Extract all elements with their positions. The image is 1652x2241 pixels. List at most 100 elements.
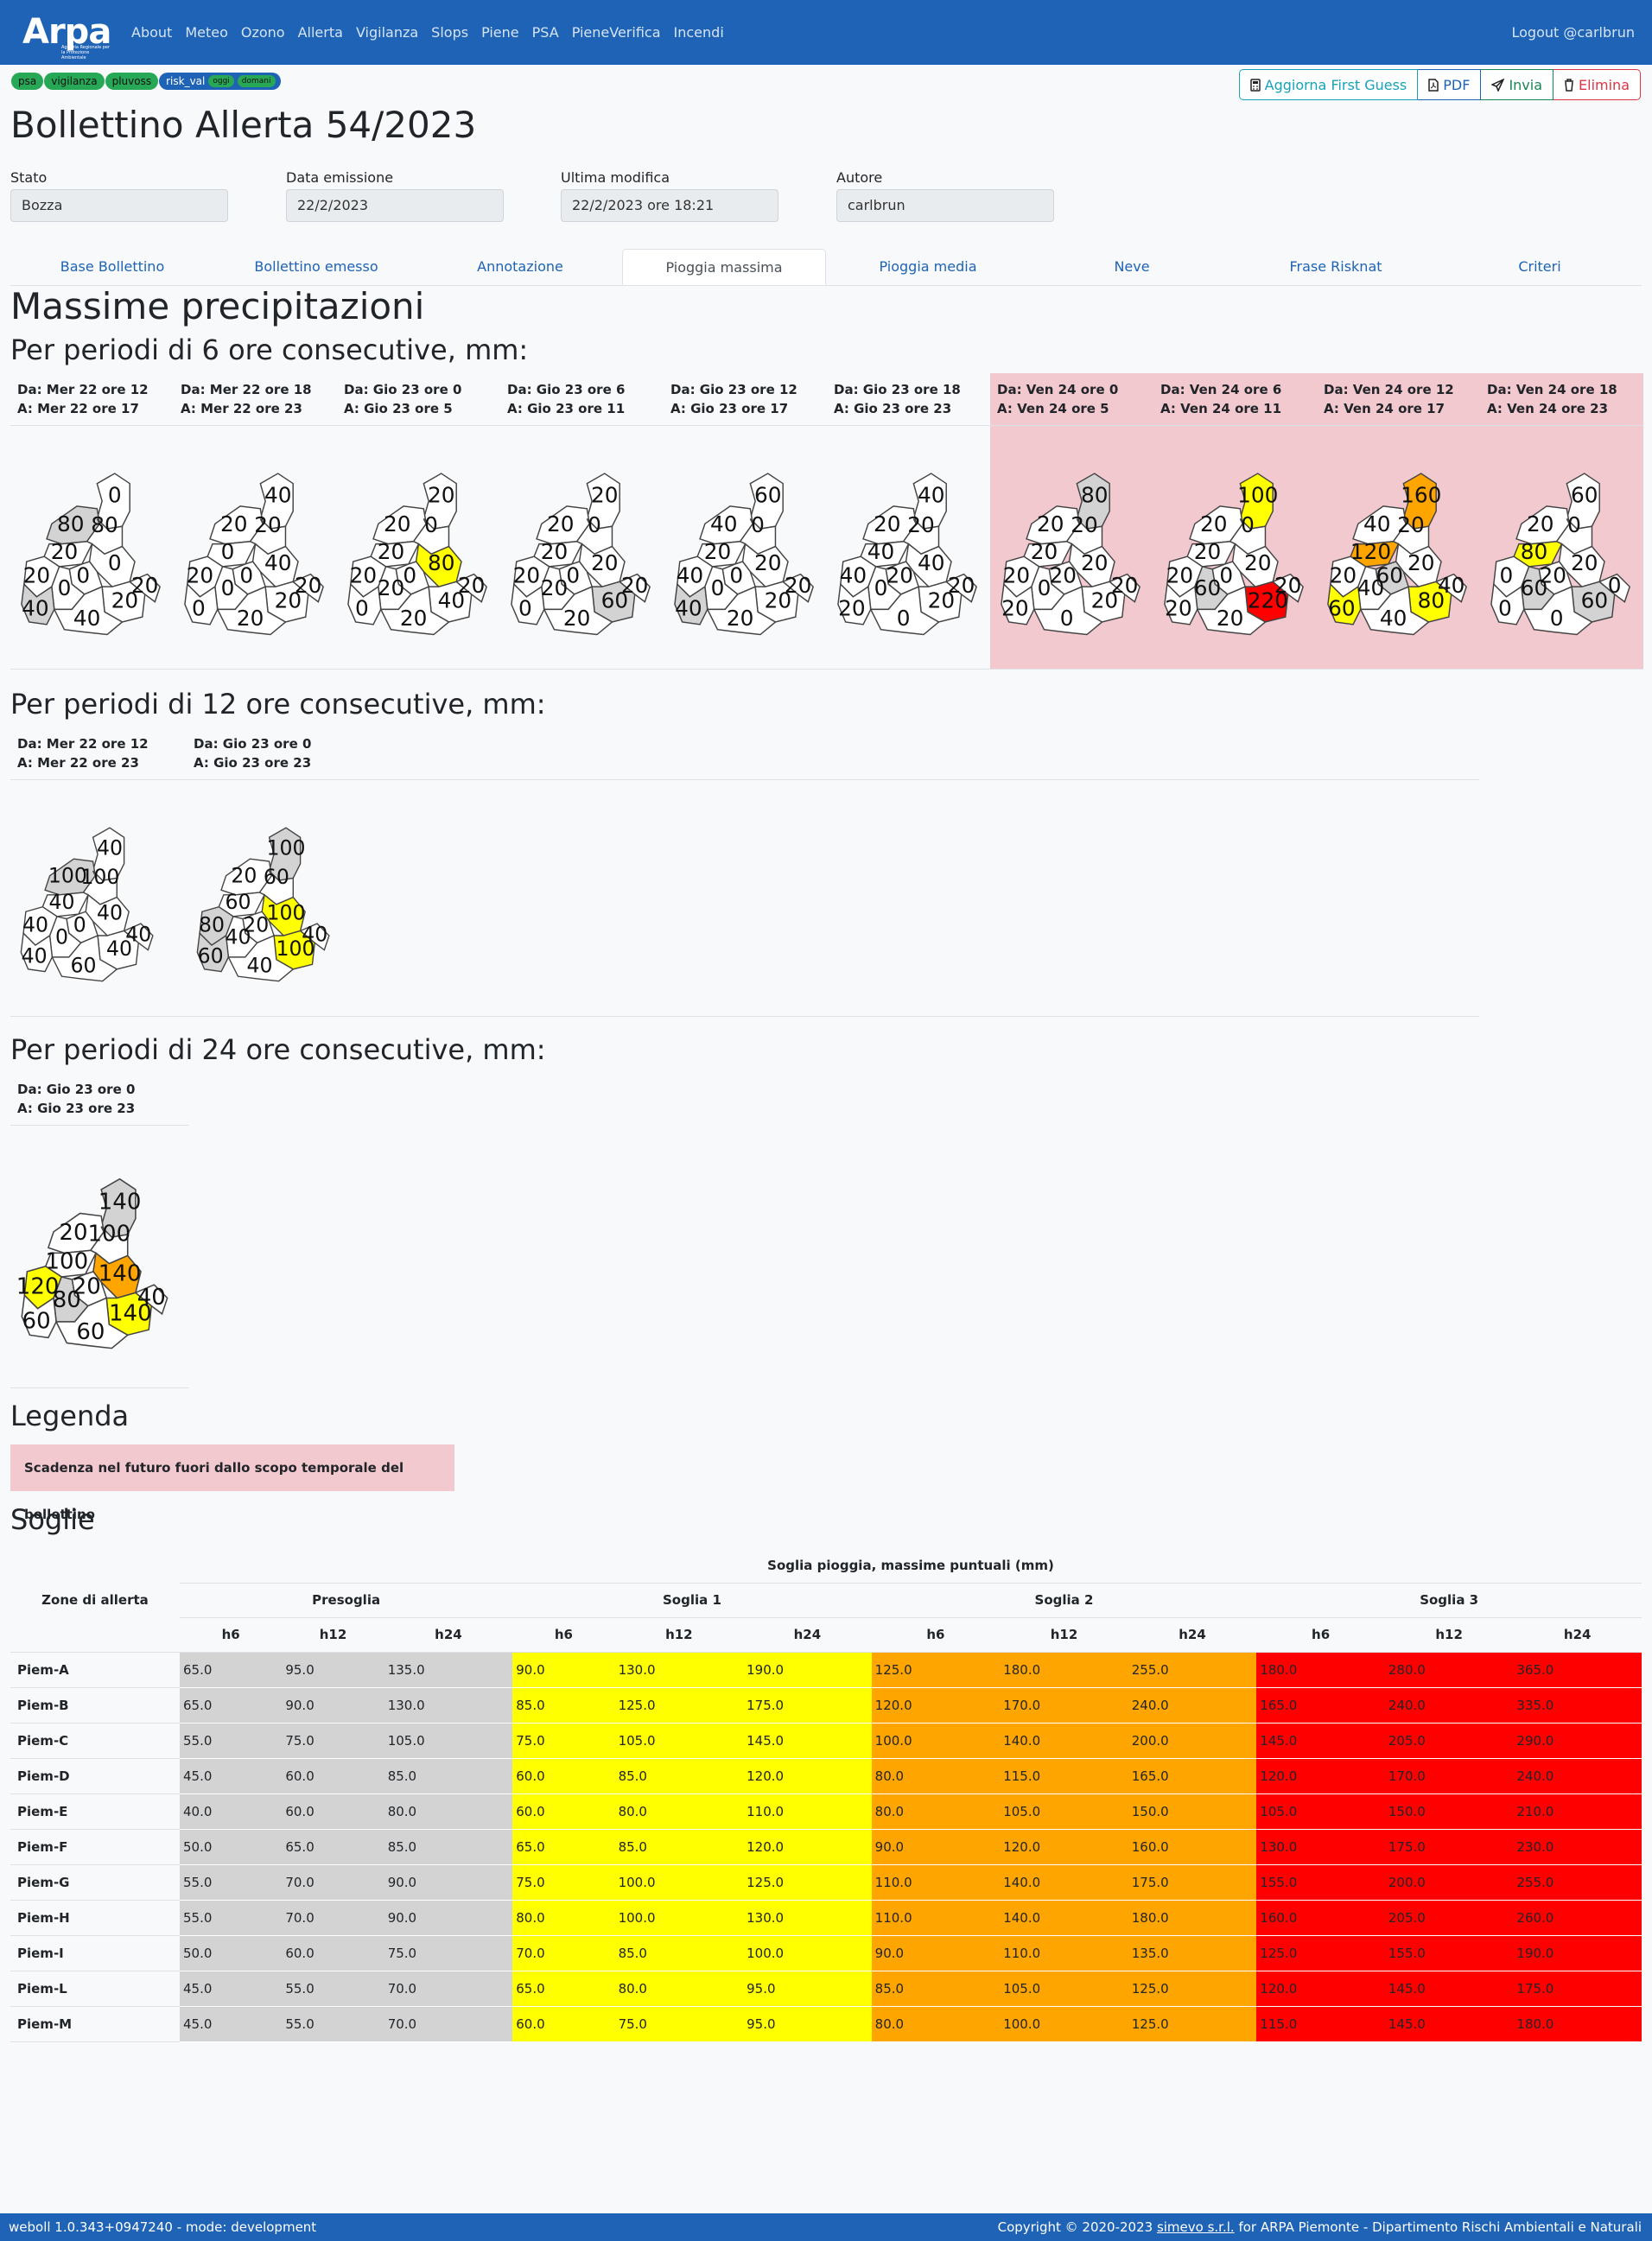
nav-link-meteo[interactable]: Meteo	[185, 24, 228, 41]
threshold-value: 115.0	[1256, 2006, 1385, 2042]
nav-link-about[interactable]: About	[131, 24, 173, 41]
p24-period-from: Da: Gio 23 ore 0	[17, 1082, 136, 1097]
logout-link[interactable]: Logout @carlbrun	[1511, 24, 1635, 41]
delete-button[interactable]: Elimina	[1554, 69, 1641, 100]
p6-map-cell: 0 80 80 20 0 0 20 0 20 20 40 40	[10, 425, 174, 670]
threshold-value: 120.0	[743, 1758, 872, 1794]
tab-base-bollettino[interactable]: Base Bollettino	[60, 258, 165, 275]
p6-map-cell: 160 40 20 120 20 60 20 40 80 40 60 40	[1317, 425, 1480, 670]
map-value-h: 0	[874, 575, 888, 600]
threshold-value: 180.0	[1128, 1900, 1257, 1936]
threshold-value: 90.0	[871, 1935, 1001, 1971]
tab-annotazione[interactable]: Annotazione	[477, 258, 563, 275]
map-value-e: 40	[97, 900, 123, 924]
threshold-value: 75.0	[614, 2006, 744, 2042]
tab-pioggia-massima[interactable]: Pioggia massima	[622, 249, 826, 285]
map-value-a: 40	[918, 482, 945, 507]
map-value-c: 60	[264, 864, 289, 888]
send-icon	[1491, 78, 1505, 92]
p12-filler-cell	[363, 779, 1479, 1017]
map-value-d: 40	[867, 538, 894, 563]
refresh-first-guess-button[interactable]: Aggiorna First Guess	[1238, 69, 1419, 100]
tab-bollettino-emesso[interactable]: Bollettino emesso	[254, 258, 378, 275]
nav-link-slops[interactable]: Slops	[431, 24, 469, 41]
threshold-subheader-h24: h24	[743, 1617, 872, 1653]
threshold-subheader-h24: h24	[1128, 1617, 1257, 1653]
threshold-subheader-h12: h12	[614, 1617, 744, 1653]
p6-period-from: Da: Gio 23 ore 6	[507, 382, 626, 397]
thresholds-body: Piem-A 65.0 95.0 135.0 90.0 130.0 190.0 125.0 18…	[10, 1652, 1642, 2042]
threshold-value: 85.0	[384, 1829, 513, 1865]
map-value-b: 80	[57, 511, 85, 536]
nav-link-allerta[interactable]: Allerta	[297, 24, 343, 41]
map-value-b: 20	[874, 511, 901, 536]
field-stato-input[interactable]: Bozza	[10, 189, 228, 222]
nav-link-ozono[interactable]: Ozono	[240, 24, 285, 41]
nav-link-pieneverifica[interactable]: PieneVerifica	[571, 24, 661, 41]
pdf-button[interactable]: PDF	[1418, 69, 1482, 100]
threshold-value: 90.0	[282, 1687, 384, 1724]
footer-company-link[interactable]: simevo s.r.l.	[1156, 2219, 1235, 2235]
map-value-c: 0	[1567, 512, 1581, 537]
threshold-zone: Piem-L	[10, 1971, 180, 2007]
map-zone-l	[1108, 573, 1141, 603]
tab-pioggia-media[interactable]: Pioggia media	[879, 258, 977, 275]
p6-period-from: Da: Mer 22 ore 18	[181, 382, 312, 397]
field-autore-input[interactable]: carlbrun	[836, 189, 1054, 222]
map-zone-l	[291, 573, 325, 603]
threshold-value: 190.0	[1513, 1935, 1642, 1971]
map-value-c: 20	[254, 512, 282, 537]
threshold-value: 110.0	[1000, 1935, 1128, 1971]
map-value-n: 20	[563, 606, 591, 631]
arpa-logo[interactable]: Arpa Agenzia Regionale per la Protezione…	[22, 5, 112, 60]
send-button[interactable]: Invia	[1481, 69, 1554, 100]
tab-neve[interactable]: Neve	[1114, 258, 1150, 275]
threshold-value: 335.0	[1513, 1687, 1642, 1724]
threshold-zone: Piem-F	[10, 1829, 180, 1865]
map-value-i: 80	[1418, 587, 1446, 613]
map-value-a: 160	[1401, 482, 1441, 507]
p6-period-to: A: Ven 24 ore 5	[997, 401, 1109, 416]
map-value-a: 80	[1081, 482, 1109, 507]
legend-title: Legenda	[10, 1400, 130, 1432]
map-value-f: 0	[729, 562, 743, 587]
tab-criteri[interactable]: Criteri	[1518, 258, 1561, 275]
threshold-zone: Piem-I	[10, 1935, 180, 1971]
threshold-zone: Piem-E	[10, 1793, 180, 1830]
logo-text: Arpa	[22, 12, 111, 52]
map-value-c: 100	[80, 864, 119, 888]
table-6h-maps: 0 80 80 20 0 0 20 0 20 20 40 40 40 20 20 0 40 0 20 0 20 20 0 20…	[10, 425, 1643, 670]
heading-6h: Per periodi di 6 ore consecutive, mm:	[10, 333, 529, 366]
nav-link-vigilanza[interactable]: Vigilanza	[355, 24, 419, 41]
map-value-i: 20	[275, 587, 302, 613]
nav-link-piene[interactable]: Piene	[481, 24, 519, 41]
nav-link-incendi[interactable]: Incendi	[673, 24, 724, 41]
field-data-emissione-input[interactable]: 22/2/2023	[286, 189, 504, 222]
map-value-i: 40	[106, 936, 132, 961]
field-ultima-modifica-input[interactable]: 22/2/2023 ore 18:21	[561, 189, 778, 222]
threshold-value: 50.0	[180, 1935, 283, 1971]
threshold-value: 175.0	[743, 1687, 872, 1724]
map-value-h: 40	[225, 924, 251, 949]
tag-oggi: oggi	[208, 75, 234, 87]
p6-period-from: Da: Ven 24 ore 12	[1324, 382, 1454, 397]
map-value-g: 120	[16, 1273, 60, 1299]
map-zone-m	[21, 1293, 57, 1338]
table-6h-header: Da: Mer 22 ore 12 A: Mer 22 ore 17 Da: Mer…	[10, 373, 1643, 426]
tab-frase-risknat[interactable]: Frase Risknat	[1289, 258, 1382, 275]
p24-period-header: Da: Gio 23 ore 0 A: Gio 23 ore 23	[10, 1073, 188, 1126]
map-zone-m	[511, 582, 545, 625]
map-value-m: 60	[198, 943, 224, 968]
nav-link-psa[interactable]: PSA	[531, 24, 559, 41]
threshold-value: 75.0	[512, 1864, 615, 1901]
map-value-i: 140	[109, 1300, 152, 1326]
threshold-value: 90.0	[384, 1864, 513, 1901]
calculator-icon	[1249, 78, 1261, 92]
map-value-e: 20	[1571, 549, 1598, 575]
p6-map-cell: 80 20 20 20 20 20 20 0 20 20 20 0	[990, 425, 1153, 670]
thresholds-caption: Soglia pioggia, massime puntuali (mm)	[180, 1548, 1642, 1584]
threshold-value: 70.0	[282, 1864, 384, 1901]
map-value-i: 20	[928, 587, 956, 613]
table-6h: Da: Mer 22 ore 12 A: Mer 22 ore 17 Da: Mer…	[10, 373, 1643, 670]
p6-period-from: Da: Gio 23 ore 12	[670, 382, 797, 397]
